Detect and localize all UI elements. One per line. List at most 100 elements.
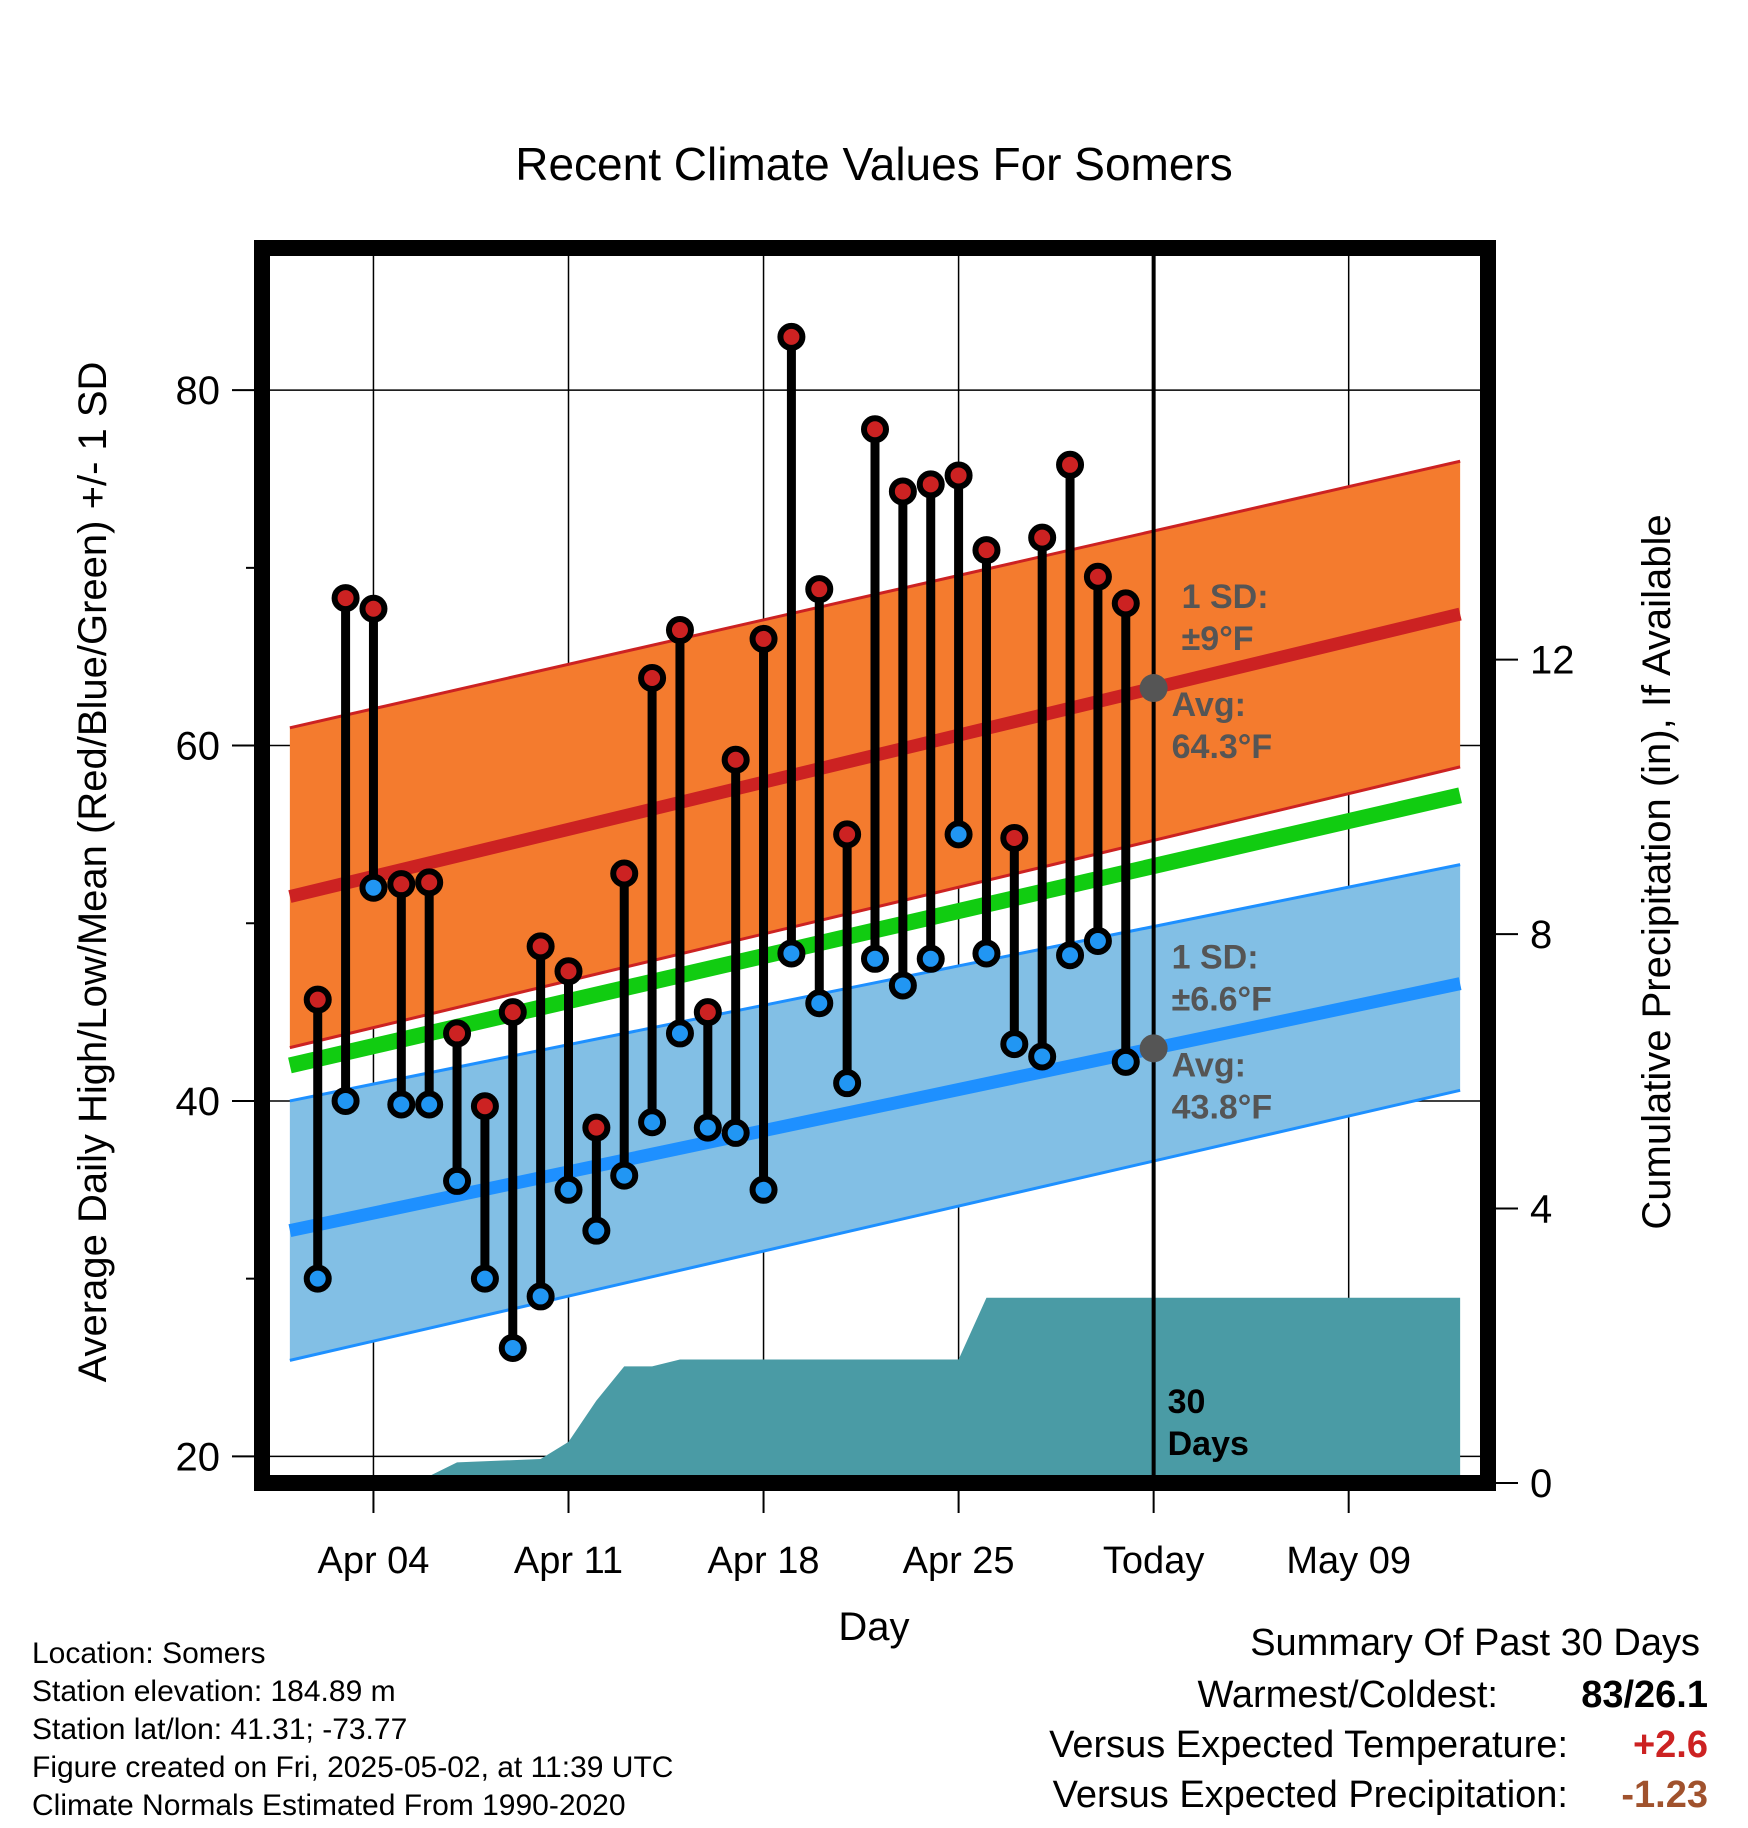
- x-tick-label-5: May 09: [1286, 1540, 1411, 1582]
- low-lower-sd-line: [289, 1088, 1461, 1362]
- annotations: 1 SD: ±9°F Avg: 64.3°F 1 SD: ±6.6°F Avg: 43.8°F…: [1139, 578, 1273, 1463]
- low-sd-label: 1 SD:: [1172, 938, 1259, 976]
- daily-low-point: [526, 1282, 555, 1311]
- daily-low-point: [944, 820, 973, 849]
- x-tick-label-2: Apr 18: [708, 1540, 820, 1582]
- daily-low-point: [805, 989, 834, 1018]
- daily-high-point: [777, 322, 806, 351]
- x-axis-label: Day: [838, 1605, 909, 1649]
- daily-high-point: [359, 594, 388, 623]
- period-label-unit: Days: [1168, 1425, 1249, 1463]
- high-avg-marker: [1139, 674, 1168, 703]
- low-avg-marker: [1139, 1034, 1168, 1063]
- y-tick-label-0: 20: [176, 1435, 221, 1479]
- daily-high-point: [1056, 450, 1085, 479]
- daily-low-point: [387, 1090, 416, 1119]
- daily-high-point: [638, 664, 667, 693]
- y2-tick-label-0: 0: [1530, 1462, 1552, 1506]
- warm-cold-label: Warmest/Coldest:: [1197, 1674, 1498, 1716]
- daily-low-point: [1000, 1030, 1029, 1059]
- warm-cold-value: 83/26.1: [1581, 1674, 1708, 1716]
- daily-low-point: [554, 1175, 583, 1204]
- daily-low-point: [331, 1086, 360, 1115]
- daily-high-point: [554, 957, 583, 986]
- period-label-number: 30: [1168, 1383, 1206, 1421]
- daily-low-point: [749, 1175, 778, 1204]
- axes: 20 40 60 80 0 4 8 12 Apr 04 Apr 11 Apr 18 Apr 25 Tod…: [176, 369, 1575, 1582]
- daily-high-point: [972, 536, 1001, 565]
- daily-values: [303, 322, 1140, 1362]
- daily-low-point: [916, 944, 945, 973]
- daily-low-point: [638, 1108, 667, 1137]
- location-text: Location: Somers: [32, 1637, 266, 1670]
- latlon-text: Station lat/lon: 41.31; -73.77: [32, 1713, 408, 1746]
- daily-high-point: [582, 1113, 611, 1142]
- daily-high-point: [833, 820, 862, 849]
- y2-tick-label-3: 12: [1530, 639, 1575, 683]
- low-upper-sd-line: [289, 863, 1461, 1103]
- daily-high-point: [944, 461, 973, 490]
- daily-high-point: [415, 868, 444, 897]
- daily-low-point: [582, 1216, 611, 1245]
- plot-frame: [254, 240, 1496, 1491]
- precip-diff-value: -1.23: [1621, 1774, 1708, 1816]
- daily-high-point: [693, 998, 722, 1027]
- daily-low-point: [610, 1161, 639, 1190]
- daily-high-point: [1000, 823, 1029, 852]
- daily-high-point: [470, 1092, 499, 1121]
- low-sd-value: ±6.6°F: [1172, 980, 1272, 1018]
- daily-low-point: [303, 1264, 332, 1293]
- cumulative-precip-area: [289, 1297, 1461, 1483]
- daily-high-point: [916, 470, 945, 499]
- y2-axis-label: Cumulative Precipitation (in), If Availa…: [1635, 514, 1679, 1229]
- daily-low-point: [888, 971, 917, 1000]
- daily-low-point: [498, 1333, 527, 1362]
- daily-low-point: [1028, 1042, 1057, 1071]
- daily-high-point: [665, 616, 694, 645]
- daily-high-point: [498, 998, 527, 1027]
- daily-low-point: [721, 1118, 750, 1147]
- daily-high-point: [721, 745, 750, 774]
- y-tick-label-3: 80: [176, 369, 221, 413]
- daily-high-point: [443, 1019, 472, 1048]
- low-avg-value: 43.8°F: [1172, 1088, 1273, 1126]
- daily-high-point: [861, 415, 889, 444]
- x-tick-label-4: Today: [1103, 1540, 1204, 1582]
- high-sd-label: 1 SD:: [1182, 578, 1269, 616]
- high-avg-value: 64.3°F: [1172, 728, 1273, 766]
- high-avg-label: Avg:: [1172, 686, 1246, 724]
- daily-low-point: [415, 1090, 444, 1119]
- daily-high-point: [303, 985, 332, 1014]
- daily-low-point: [443, 1166, 472, 1195]
- daily-low-point: [861, 944, 889, 973]
- created-text: Figure created on Fri, 2025-05-02, at 11…: [32, 1751, 674, 1784]
- daily-high-point: [888, 477, 917, 506]
- daily-low-point: [665, 1019, 694, 1048]
- elevation-text: Station elevation: 184.89 m: [32, 1675, 396, 1708]
- daily-high-point: [1111, 589, 1140, 618]
- y-tick-label-1: 40: [176, 1080, 221, 1124]
- low-avg-label: Avg:: [1172, 1046, 1246, 1084]
- daily-high-point: [1083, 562, 1112, 591]
- summary-title: Summary Of Past 30 Days: [1250, 1622, 1700, 1664]
- daily-high-point: [526, 932, 555, 961]
- daily-low-point: [1056, 941, 1085, 970]
- daily-high-point: [805, 575, 834, 604]
- daily-low-point: [833, 1069, 862, 1098]
- y-tick-label-2: 60: [176, 725, 221, 769]
- daily-low-point: [693, 1113, 722, 1142]
- x-tick-label-3: Apr 25: [903, 1540, 1015, 1582]
- daily-high-point: [387, 870, 416, 899]
- daily-low-point: [359, 873, 388, 902]
- y2-tick-label-1: 4: [1530, 1188, 1552, 1232]
- daily-low-point: [1111, 1047, 1140, 1076]
- x-tick-label-1: Apr 11: [514, 1540, 623, 1582]
- chart-title: Recent Climate Values For Somers: [515, 138, 1233, 190]
- x-tick-label-0: Apr 04: [317, 1540, 429, 1582]
- precip-diff-label: Versus Expected Precipitation:: [1052, 1774, 1568, 1816]
- temp-diff-value: +2.6: [1632, 1724, 1708, 1766]
- y-axis-label: Average Daily High/Low/Mean (Red/Blue/Gr…: [71, 362, 115, 1383]
- daily-high-point: [610, 859, 639, 888]
- daily-low-point: [1083, 927, 1112, 956]
- normals-text: Climate Normals Estimated From 1990-2020: [32, 1789, 626, 1822]
